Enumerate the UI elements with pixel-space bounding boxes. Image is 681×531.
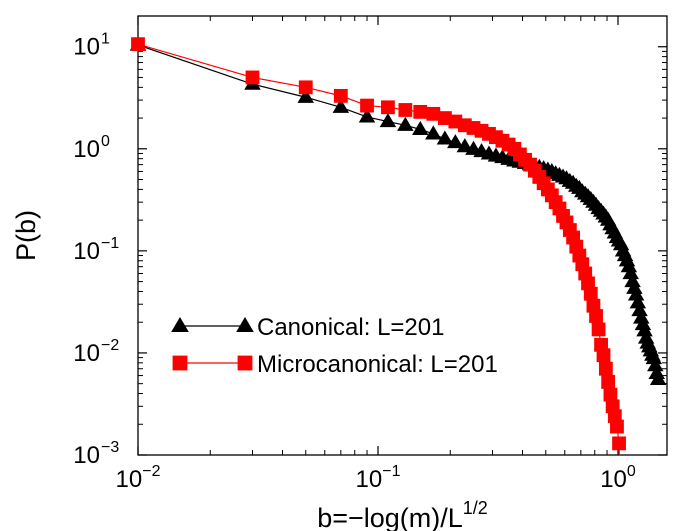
legend-entry: Microcanonical: L=201 — [172, 351, 498, 378]
plot-border — [137, 15, 668, 456]
legend-marker — [172, 355, 188, 371]
y-tick-label-exp: −3 — [101, 439, 119, 456]
series-microcanonical — [131, 37, 626, 455]
x-axis: 10−2 10−1 100 — [116, 16, 636, 493]
data-point — [596, 348, 611, 363]
y-tick-label-exp: 0 — [101, 133, 110, 150]
data-point — [598, 361, 613, 376]
x-tick-label-exp: −2 — [142, 463, 160, 480]
y-tick-label-base: 10 — [73, 136, 100, 163]
x-tick-label: 10−1 — [356, 463, 401, 493]
x-tick-label-base: 10 — [116, 466, 143, 493]
x-axis-label-main: b=−log(m)/L — [317, 503, 463, 531]
y-tick-label: 10−2 — [73, 337, 119, 367]
data-point — [612, 436, 626, 451]
y-tick-label: 10−1 — [73, 235, 119, 265]
data-point — [381, 100, 395, 115]
data-point — [379, 113, 397, 128]
data-point — [426, 106, 441, 121]
data-point — [398, 103, 413, 117]
data-point — [425, 125, 442, 140]
data-point — [297, 88, 314, 103]
data-point — [603, 387, 618, 402]
y-tick-label: 10−3 — [73, 439, 119, 469]
y-tick-label-exp: −1 — [101, 235, 119, 252]
data-point — [447, 134, 464, 149]
data-point — [436, 130, 454, 145]
series-line — [138, 43, 620, 455]
y-tick-label-exp: 1 — [101, 31, 110, 48]
legend-marker — [236, 316, 254, 332]
y-tick-label-base: 10 — [73, 340, 100, 367]
series-layer — [129, 36, 667, 455]
plot-frame — [137, 15, 668, 456]
data-point — [245, 70, 260, 85]
x-axis-label-superscript: 1/2 — [463, 498, 488, 518]
x-tick-label-exp: 0 — [627, 463, 636, 480]
data-point — [332, 98, 350, 113]
x-tick-label-base: 10 — [600, 466, 627, 493]
y-tick-label-exp: −2 — [101, 337, 119, 354]
y-tick-label: 100 — [73, 133, 110, 163]
data-point — [131, 37, 145, 52]
legend-marker — [237, 355, 253, 371]
data-point — [358, 108, 376, 123]
y-tick-label-base: 10 — [73, 442, 100, 469]
data-point — [589, 309, 603, 323]
data-point — [591, 322, 606, 337]
data-point — [360, 98, 374, 113]
x-axis-label: b=−log(m)/L1/2 — [317, 498, 488, 531]
data-point — [298, 80, 313, 95]
legend-label: Canonical: L=201 — [257, 314, 444, 341]
y-tick-label-base: 10 — [73, 238, 100, 265]
data-point — [456, 138, 474, 153]
data-point — [397, 116, 414, 131]
data-point — [412, 120, 429, 135]
data-point — [583, 286, 598, 301]
y-tick-label: 101 — [73, 31, 110, 61]
data-point — [649, 370, 667, 386]
x-tick-label: 100 — [600, 463, 636, 493]
y-axis-label: P(b) — [11, 210, 41, 261]
x-tick-label-exp: −1 — [382, 463, 400, 480]
legend-label: Microcanonical: L=201 — [257, 351, 498, 378]
y-tick-label-base: 10 — [73, 34, 100, 61]
legend-marker — [171, 316, 189, 332]
data-point — [413, 104, 428, 119]
legend-entry: Canonical: L=201 — [171, 314, 444, 341]
legend: Canonical: L=201 Microcanonical: L=201 — [171, 314, 498, 378]
x-tick-label-base: 10 — [356, 466, 383, 493]
data-point — [610, 419, 624, 434]
data-point — [601, 375, 616, 389]
x-tick-label: 10−2 — [116, 463, 161, 493]
data-point — [333, 88, 348, 103]
